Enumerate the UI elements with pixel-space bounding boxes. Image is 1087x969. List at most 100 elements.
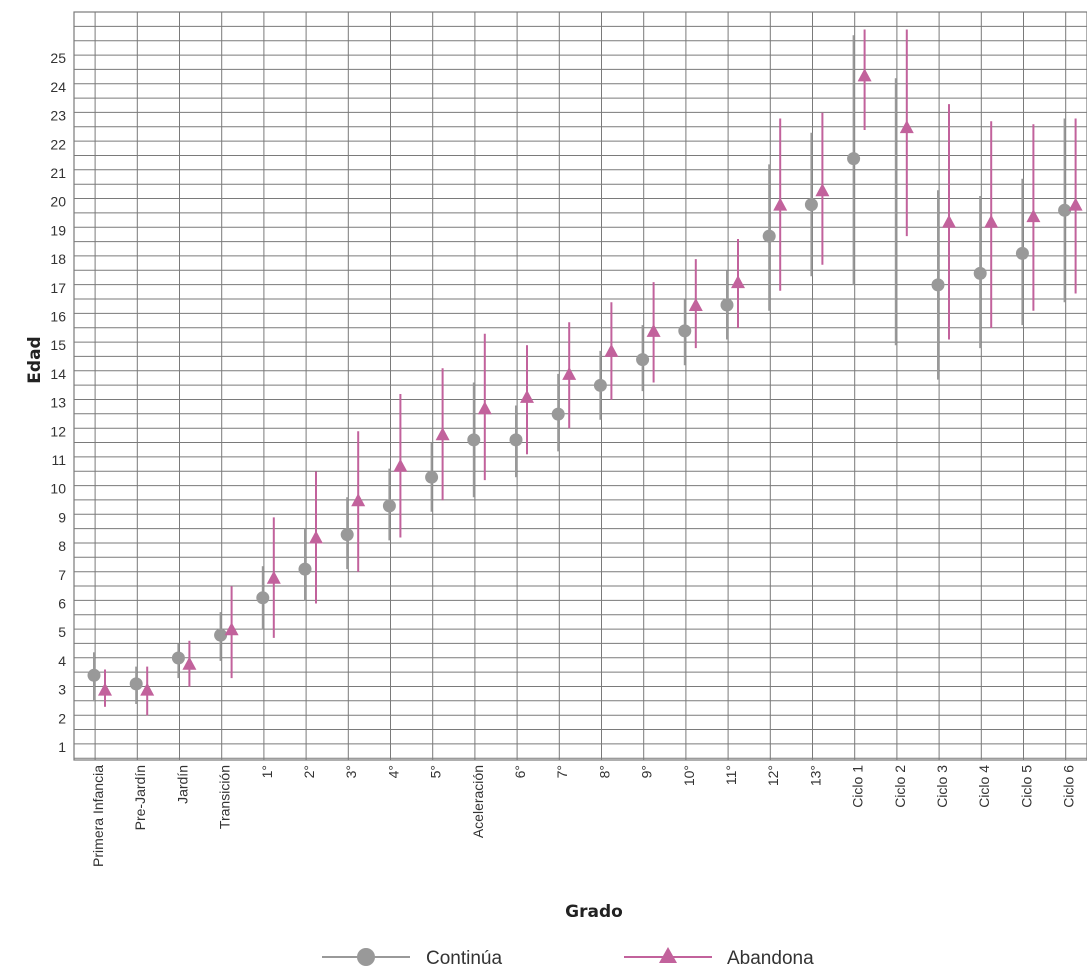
y-tick-label: 14	[50, 366, 66, 382]
data-point-continua	[340, 528, 354, 542]
data-point-continua	[931, 278, 945, 292]
data-point-abandona	[773, 197, 788, 211]
y-tick-label: 24	[50, 79, 66, 95]
data-point-abandona	[435, 427, 450, 441]
x-tick-label: 7°	[554, 765, 570, 778]
data-point-abandona	[942, 214, 956, 228]
x-tick-label: Primera Infancia	[90, 765, 106, 867]
y-tick-label: 9	[58, 509, 66, 525]
y-tick-label: 12	[50, 423, 66, 439]
data-point-continua	[425, 470, 439, 484]
x-tick-label: 3°	[343, 765, 359, 778]
y-tick-label: 7	[58, 567, 66, 583]
data-point-abandona	[984, 214, 999, 228]
y-tick-label: 18	[50, 251, 66, 267]
data-point-continua	[129, 677, 143, 691]
data-point-abandona	[562, 366, 577, 380]
legend-label-continua: Continúa	[426, 948, 502, 969]
data-point-continua	[720, 298, 734, 312]
data-point-abandona	[857, 68, 872, 82]
x-tick-label: 12°	[765, 765, 781, 786]
x-tick-label: Ciclo 2	[892, 765, 908, 808]
x-tick-label: 9°	[639, 765, 655, 778]
y-tick-label: 11	[51, 452, 66, 468]
x-tick-label: Ciclo 3	[934, 765, 950, 808]
x-tick-label: Pre-Jardín	[132, 765, 148, 830]
data-point-abandona	[266, 570, 281, 584]
data-point-abandona	[1068, 197, 1083, 211]
data-point-abandona	[899, 120, 914, 134]
data-point-abandona	[351, 493, 366, 507]
data-point-abandona	[731, 275, 745, 289]
data-point-abandona	[140, 682, 155, 696]
y-tick-label: 8	[58, 538, 66, 554]
y-tick-label: 19	[50, 222, 66, 238]
y-tick-label: 15	[50, 337, 66, 353]
x-tick-label: Ciclo 5	[1018, 765, 1034, 808]
y-tick-label: 1	[58, 739, 66, 755]
x-tick-label: Jardín	[174, 765, 190, 804]
y-axis-title: Edad	[25, 336, 45, 383]
data-point-continua	[1015, 246, 1029, 260]
x-tick-label: 5°	[428, 765, 444, 778]
x-tick-label: 11°	[723, 765, 739, 785]
data-point-abandona	[520, 389, 534, 403]
y-tick-label: 2	[58, 710, 66, 726]
data-point-abandona	[646, 323, 661, 337]
data-point-continua	[87, 668, 101, 682]
series-layer	[87, 29, 1083, 716]
data-point-continua	[1058, 203, 1072, 217]
x-tick-labels: Primera Infancia Pre-Jardín Jardín Transici…	[90, 765, 1077, 867]
series-abandona	[98, 29, 1083, 716]
y-tick-label: 20	[50, 194, 66, 210]
data-point-abandona	[224, 622, 239, 636]
data-point-continua	[214, 628, 228, 642]
data-point-continua	[678, 324, 692, 338]
data-point-continua	[804, 198, 818, 212]
legend-marker-abandona	[659, 947, 677, 963]
x-tick-label: 1°	[259, 765, 275, 778]
legend: Continúa Abandona	[322, 947, 814, 969]
legend-item-continua: Continúa	[322, 948, 502, 969]
data-point-continua	[973, 266, 987, 280]
y-tick-label: 25	[50, 50, 66, 66]
y-tick-label: 5	[58, 624, 66, 640]
x-axis-title: Grado	[565, 902, 623, 922]
data-point-abandona	[98, 682, 112, 696]
data-point-abandona	[309, 530, 323, 544]
data-point-abandona	[1026, 209, 1041, 223]
data-point-continua	[762, 229, 776, 243]
legend-item-abandona: Abandona	[624, 947, 814, 969]
y-tick-label: 6	[58, 596, 66, 612]
y-tick-label: 13	[50, 395, 66, 411]
data-point-continua	[171, 651, 185, 665]
y-tick-label: 17	[50, 280, 66, 296]
x-tick-label: Ciclo 1	[850, 765, 866, 808]
x-tick-label: 10°	[681, 765, 697, 786]
data-point-abandona	[393, 458, 408, 472]
series-continua	[87, 35, 1072, 704]
y-tick-label: 23	[50, 108, 66, 124]
x-tick-label: Ciclo 4	[976, 765, 992, 808]
y-tick-label: 21	[50, 165, 66, 181]
y-tick-label: 4	[58, 653, 66, 669]
y-tick-labels: 1234567891011121314151617181920212223242…	[50, 50, 66, 755]
y-tick-label: 16	[50, 309, 66, 325]
data-point-continua	[509, 433, 523, 447]
data-point-abandona	[182, 656, 197, 670]
x-tick-label: Aceleración	[470, 765, 486, 838]
data-point-continua	[847, 152, 861, 166]
plot-frame	[73, 11, 1087, 761]
x-tick-label: Ciclo 6	[1061, 765, 1077, 808]
legend-label-abandona: Abandona	[727, 948, 814, 969]
data-point-abandona	[688, 298, 703, 311]
data-point-continua	[551, 407, 565, 421]
data-point-continua	[256, 591, 270, 605]
y-tick-label: 3	[58, 682, 66, 698]
x-tick-label: 4°	[385, 765, 401, 778]
data-point-continua	[382, 499, 396, 513]
data-point-abandona	[604, 343, 619, 357]
x-tick-label: 2°	[301, 765, 317, 778]
grid	[73, 11, 1087, 761]
